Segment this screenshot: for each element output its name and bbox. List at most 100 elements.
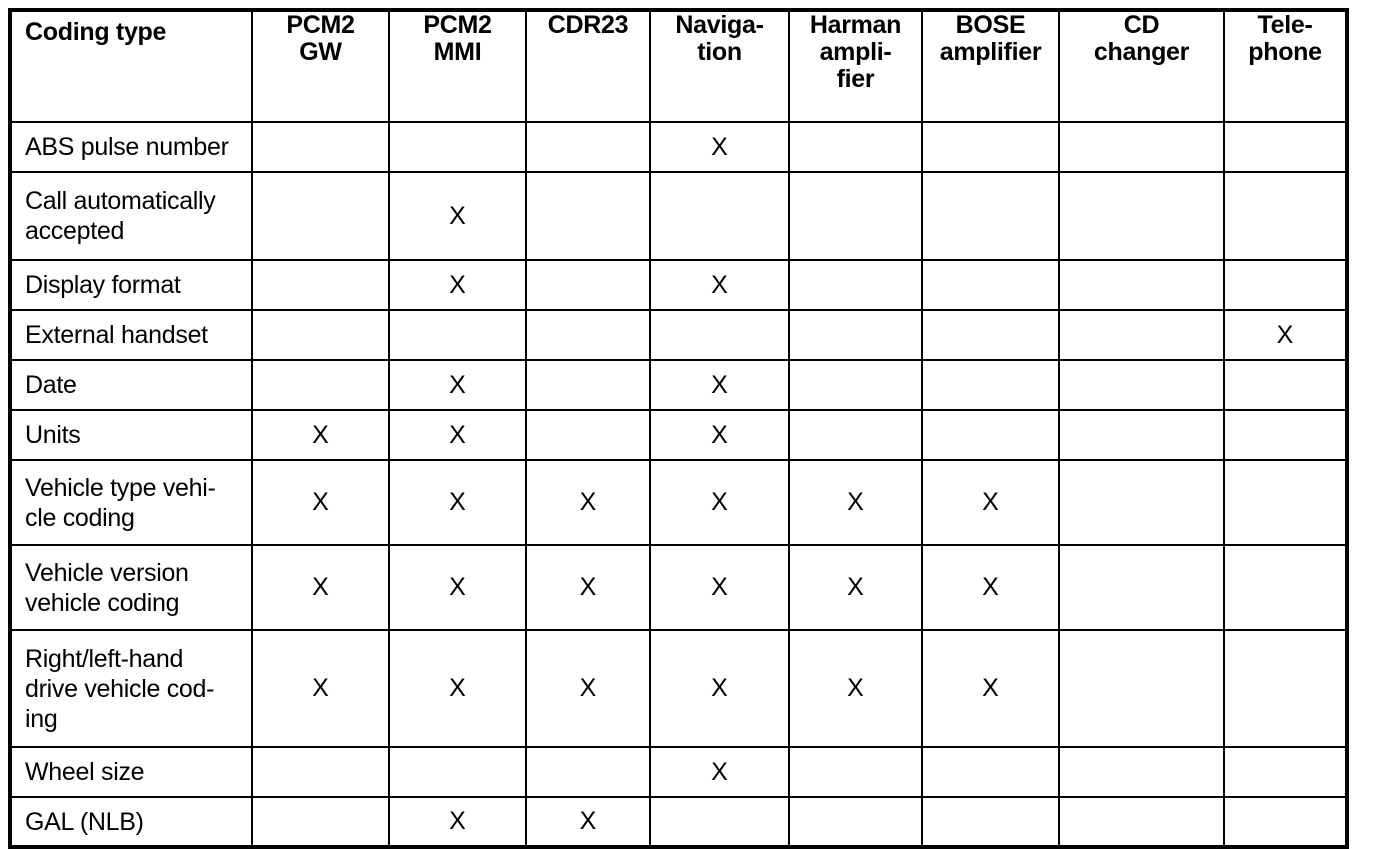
cell-bose-amplifier: [921, 121, 1060, 173]
cell-cdr23: X: [525, 629, 651, 748]
cell-telephone: [1223, 409, 1348, 461]
table-body: ABS pulse number X Call automatically acce…: [9, 121, 1348, 848]
row-label: Units: [9, 409, 253, 461]
row-label: Wheel size: [9, 746, 253, 798]
table-row: GAL (NLB) X X: [9, 796, 1348, 848]
cell-harman-amplifier: [788, 746, 923, 798]
cell-telephone: [1223, 121, 1348, 173]
cell-cd-changer: [1058, 171, 1225, 261]
row-label: Call automatically accepted: [9, 171, 253, 261]
cell-bose-amplifier: [921, 309, 1060, 361]
cell-harman-amplifier: [788, 259, 923, 311]
cell-pcm2-mmi: X: [388, 259, 527, 311]
table-sheet: Coding type PCM2 GW PCM2 MMI CDR23 Navig…: [8, 8, 1349, 849]
cell-cd-changer: [1058, 796, 1225, 848]
row-label: Right/left-hand drive vehicle cod- ing: [9, 629, 253, 748]
cell-pcm2-mmi: X: [388, 544, 527, 631]
column-header-pcm2-gw: PCM2 GW: [251, 9, 390, 123]
table-row: ABS pulse number X: [9, 121, 1348, 173]
coding-type-matrix-table: Coding type PCM2 GW PCM2 MMI CDR23 Navig…: [8, 8, 1349, 849]
cell-navigation: X: [649, 746, 790, 798]
cell-pcm2-mmi: X: [388, 796, 527, 848]
cell-pcm2-gw: [251, 309, 390, 361]
cell-navigation: X: [649, 259, 790, 311]
cell-harman-amplifier: X: [788, 629, 923, 748]
cell-pcm2-gw: [251, 121, 390, 173]
cell-cdr23: [525, 746, 651, 798]
row-label: Vehicle version vehicle coding: [9, 544, 253, 631]
cell-cdr23: [525, 409, 651, 461]
column-header-coding-type: Coding type: [9, 9, 253, 123]
cell-cdr23: [525, 171, 651, 261]
table-row: Units X X X: [9, 409, 1348, 461]
cell-navigation: [649, 309, 790, 361]
table-row: Vehicle type vehi- cle coding X X X X X X: [9, 459, 1348, 546]
table-row: Right/left-hand drive vehicle cod- ing X X…: [9, 629, 1348, 748]
cell-cd-changer: [1058, 544, 1225, 631]
table-header: Coding type PCM2 GW PCM2 MMI CDR23 Navig…: [9, 9, 1348, 123]
cell-harman-amplifier: [788, 309, 923, 361]
cell-harman-amplifier: [788, 359, 923, 411]
cell-cd-changer: [1058, 459, 1225, 546]
cell-cdr23: [525, 359, 651, 411]
cell-navigation: [649, 171, 790, 261]
cell-bose-amplifier: X: [921, 459, 1060, 546]
cell-bose-amplifier: [921, 259, 1060, 311]
cell-cd-changer: [1058, 309, 1225, 361]
cell-cdr23: [525, 259, 651, 311]
cell-navigation: [649, 796, 790, 848]
row-label: External handset: [9, 309, 253, 361]
header-row: Coding type PCM2 GW PCM2 MMI CDR23 Navig…: [9, 9, 1348, 123]
cell-pcm2-mmi: [388, 309, 527, 361]
cell-bose-amplifier: X: [921, 544, 1060, 631]
cell-pcm2-gw: [251, 359, 390, 411]
cell-bose-amplifier: X: [921, 629, 1060, 748]
cell-harman-amplifier: X: [788, 459, 923, 546]
cell-pcm2-mmi: X: [388, 409, 527, 461]
cell-harman-amplifier: X: [788, 544, 923, 631]
cell-telephone: [1223, 629, 1348, 748]
cell-pcm2-mmi: X: [388, 629, 527, 748]
cell-cdr23: [525, 121, 651, 173]
cell-pcm2-mmi: [388, 746, 527, 798]
cell-telephone: [1223, 796, 1348, 848]
table-row: Wheel size X: [9, 746, 1348, 798]
cell-pcm2-gw: [251, 171, 390, 261]
cell-bose-amplifier: [921, 796, 1060, 848]
cell-bose-amplifier: [921, 746, 1060, 798]
cell-harman-amplifier: [788, 121, 923, 173]
cell-harman-amplifier: [788, 171, 923, 261]
cell-pcm2-gw: X: [251, 409, 390, 461]
cell-telephone: X: [1223, 309, 1348, 361]
column-header-harman-amplifier: Harman ampli- fier: [788, 9, 923, 123]
cell-cd-changer: [1058, 409, 1225, 461]
cell-telephone: [1223, 359, 1348, 411]
cell-cd-changer: [1058, 629, 1225, 748]
cell-pcm2-gw: X: [251, 629, 390, 748]
cell-cd-changer: [1058, 746, 1225, 798]
row-label: ABS pulse number: [9, 121, 253, 173]
cell-navigation: X: [649, 359, 790, 411]
cell-cdr23: X: [525, 459, 651, 546]
cell-pcm2-gw: [251, 746, 390, 798]
row-label: Date: [9, 359, 253, 411]
cell-bose-amplifier: [921, 359, 1060, 411]
column-header-cdr23: CDR23: [525, 9, 651, 123]
row-label: GAL (NLB): [9, 796, 253, 848]
cell-cd-changer: [1058, 359, 1225, 411]
column-header-telephone: Tele- phone: [1223, 9, 1348, 123]
row-label: Vehicle type vehi- cle coding: [9, 459, 253, 546]
cell-telephone: [1223, 259, 1348, 311]
cell-navigation: X: [649, 544, 790, 631]
cell-navigation: X: [649, 459, 790, 546]
column-header-pcm2-mmi: PCM2 MMI: [388, 9, 527, 123]
cell-harman-amplifier: [788, 409, 923, 461]
cell-bose-amplifier: [921, 171, 1060, 261]
cell-navigation: X: [649, 629, 790, 748]
cell-cdr23: X: [525, 796, 651, 848]
cell-pcm2-mmi: X: [388, 359, 527, 411]
cell-pcm2-gw: [251, 796, 390, 848]
table-row: Call automatically accepted X: [9, 171, 1348, 261]
cell-cd-changer: [1058, 259, 1225, 311]
cell-pcm2-mmi: X: [388, 459, 527, 546]
